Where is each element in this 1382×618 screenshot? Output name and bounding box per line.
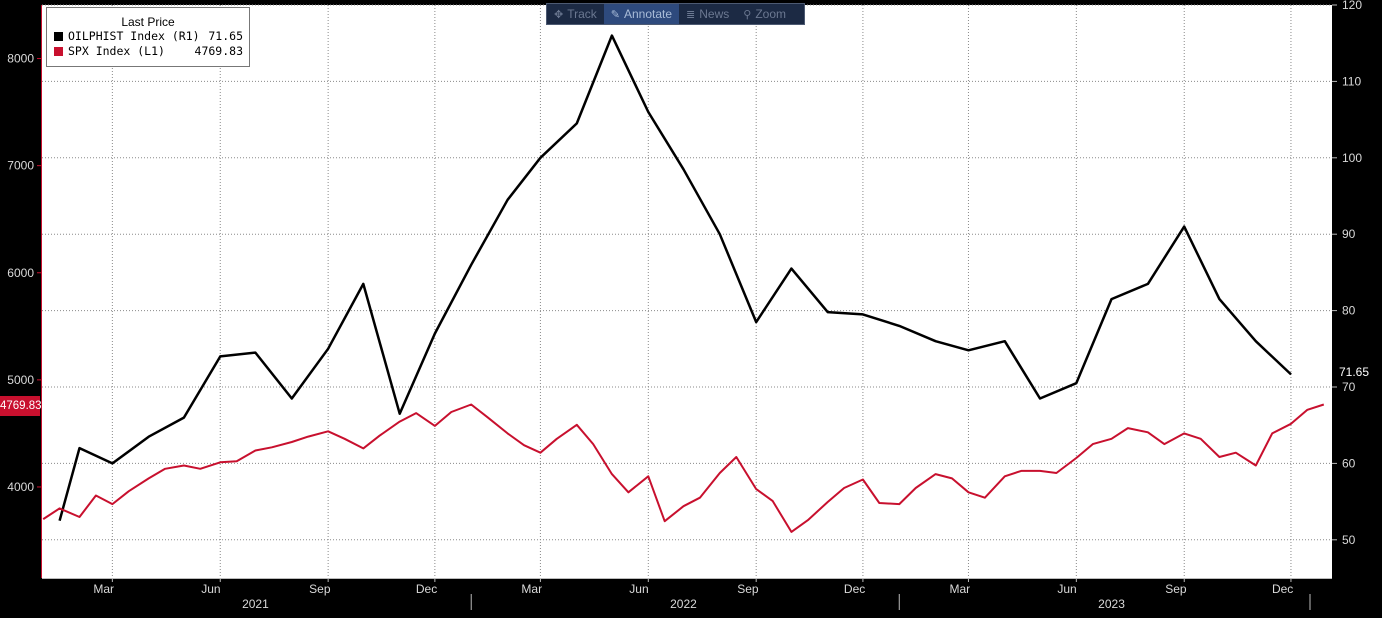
x-axis-year-label: 2022 — [670, 597, 697, 611]
right-axis-tick-label: 110 — [1342, 74, 1361, 88]
series-line-spx — [42, 403, 1325, 533]
left-axis-tick-label: 7000 — [7, 159, 34, 173]
track-label: Track — [567, 7, 597, 21]
x-axis-month-label: Sep — [309, 582, 331, 596]
series-layer — [42, 34, 1325, 533]
x-axis-month-label: Sep — [737, 582, 759, 596]
legend-swatch-oil — [54, 32, 63, 41]
x-axis-month-label: Mar — [93, 582, 114, 596]
legend-title: Last Price — [121, 15, 175, 29]
legend-name: OILPHIST Index (R1) — [68, 29, 200, 43]
left-axis-tick-label: 4000 — [7, 480, 34, 494]
grid — [42, 4, 1332, 578]
x-axis-month-label: Mar — [521, 582, 542, 596]
right-axis-tick-label: 60 — [1342, 456, 1356, 470]
legend-name: SPX Index (L1) — [68, 44, 165, 58]
legend-swatch-spx — [54, 47, 63, 56]
x-axis-month-label: Dec — [844, 582, 865, 596]
chart-toolbar: ✥ Track ✎ Annotate ≣ News ⚲ Zoom — [546, 3, 805, 25]
left-axis-tick-label: 5000 — [7, 373, 34, 387]
legend-row-oil: OILPHIST Index (R1) 71.65 — [47, 29, 249, 44]
left-axis-tick-label: 6000 — [7, 266, 34, 280]
legend: Last Price OILPHIST Index (R1) 71.65 SPX… — [46, 7, 250, 67]
right-axis-tick-label: 70 — [1342, 380, 1356, 394]
x-axis-month-label: Dec — [416, 582, 437, 596]
news-button[interactable]: ≣ News — [679, 4, 736, 24]
x-axis-month-label: Jun — [629, 582, 648, 596]
annotate-label: Annotate — [624, 7, 673, 21]
legend-value: 71.65 — [208, 29, 243, 43]
legend-value: 4769.83 — [194, 44, 243, 58]
x-axis-month-label: Jun — [201, 582, 220, 596]
magnifier-icon: ⚲ — [743, 8, 752, 21]
x-axis-month-label: Mar — [949, 582, 970, 596]
crosshair-icon: ✥ — [554, 8, 564, 21]
x-axis-month-label: Jun — [1057, 582, 1076, 596]
right-axis-tick-label: 120 — [1342, 0, 1362, 12]
axes: 4000 5000 6000 7000 8000 50 60 70 80 90 100 110 120 M… — [7, 0, 1362, 611]
plot-area — [42, 5, 1332, 578]
spx-last-price-badge: 4769.83 — [0, 396, 42, 416]
right-axis-tick-label: 80 — [1342, 304, 1356, 318]
news-list-icon: ≣ — [686, 8, 696, 21]
news-label: News — [699, 7, 730, 21]
x-axis-month-label: Sep — [1165, 582, 1187, 596]
zoom-label: Zoom — [755, 7, 787, 21]
x-axis-year-label: 2023 — [1098, 597, 1125, 611]
right-axis-tick-label: 100 — [1342, 151, 1362, 165]
series-line-oilphist — [58, 34, 1292, 522]
annotate-button[interactable]: ✎ Annotate — [603, 4, 680, 24]
x-axis-month-label: Dec — [1272, 582, 1293, 596]
left-axis-tick-label: 8000 — [7, 52, 34, 66]
zoom-button[interactable]: ⚲ Zoom — [736, 4, 793, 24]
right-axis-tick-label: 50 — [1342, 533, 1356, 547]
right-axis-tick-label: 90 — [1342, 227, 1356, 241]
legend-row-spx: SPX Index (L1) 4769.83 — [47, 44, 249, 59]
pencil-icon: ✎ — [610, 8, 620, 21]
x-axis-year-label: 2021 — [242, 597, 269, 611]
track-button[interactable]: ✥ Track — [547, 4, 604, 24]
oil-last-price-badge: 71.65 — [1335, 364, 1381, 380]
